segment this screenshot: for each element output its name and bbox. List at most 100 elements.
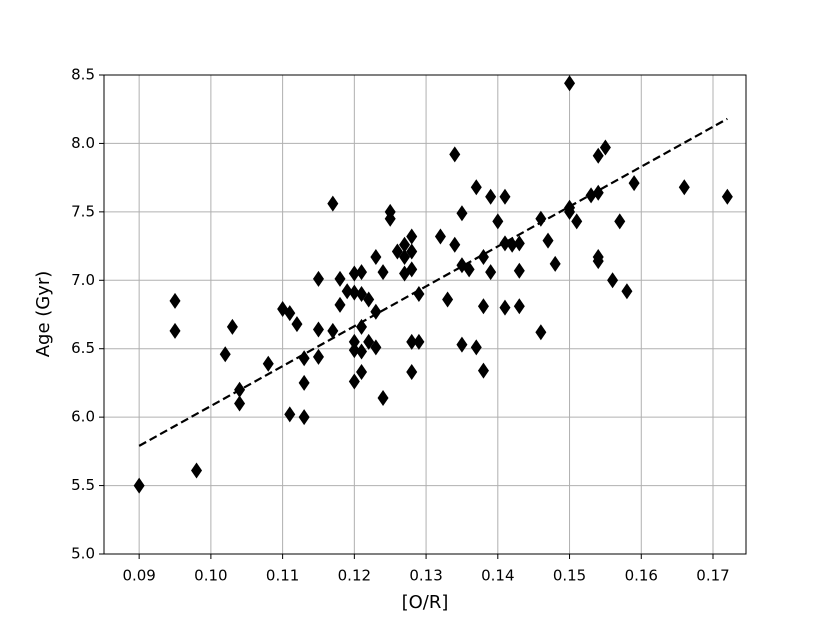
point [463, 261, 475, 278]
point [442, 291, 454, 308]
point [234, 395, 246, 412]
point [456, 336, 468, 353]
x-tick-label: 0.09 [122, 567, 155, 585]
point [513, 235, 525, 252]
point [348, 265, 360, 282]
point [298, 409, 310, 426]
point [356, 343, 368, 360]
point [291, 316, 303, 333]
x-tick-label: 0.10 [194, 567, 227, 585]
point [535, 210, 547, 227]
point [406, 333, 418, 350]
point [377, 264, 389, 281]
point [592, 253, 604, 270]
x-tick-label: 0.11 [266, 567, 299, 585]
point [678, 179, 690, 196]
point [363, 291, 375, 308]
point [564, 75, 576, 92]
point [356, 363, 368, 380]
point [485, 264, 497, 281]
point [492, 213, 504, 230]
point [621, 283, 633, 300]
point [406, 228, 418, 245]
y-tick-label: 7.5 [71, 202, 95, 220]
point [399, 236, 411, 253]
point [406, 363, 418, 380]
point [370, 303, 382, 320]
point [470, 339, 482, 356]
x-tick-label: 0.14 [481, 567, 514, 585]
point [377, 389, 389, 406]
point [406, 261, 418, 278]
point [226, 318, 238, 335]
point [499, 235, 511, 252]
point [449, 236, 461, 253]
point [456, 205, 468, 222]
y-tick-label: 8.0 [71, 134, 95, 152]
point [470, 179, 482, 196]
y-tick-label: 6.5 [71, 339, 95, 357]
point [592, 147, 604, 164]
point [348, 284, 360, 301]
point [312, 321, 324, 338]
point [614, 213, 626, 230]
point [571, 213, 583, 230]
point [499, 188, 511, 205]
point [434, 228, 446, 245]
point [169, 292, 181, 309]
point [219, 346, 231, 363]
point [348, 373, 360, 390]
y-tick-label: 7.0 [71, 271, 95, 289]
point [477, 362, 489, 379]
y-tick-label: 6.0 [71, 408, 95, 426]
x-tick-label: 0.16 [625, 567, 658, 585]
point [549, 255, 561, 272]
point [169, 322, 181, 339]
point [327, 195, 339, 212]
point [449, 146, 461, 163]
point [298, 374, 310, 391]
point [234, 381, 246, 398]
point [477, 249, 489, 266]
point [356, 318, 368, 335]
point [370, 339, 382, 356]
point [592, 184, 604, 201]
point [499, 299, 511, 316]
y-tick-label: 5.0 [71, 545, 95, 563]
point [133, 477, 145, 494]
point [477, 298, 489, 315]
point [413, 285, 425, 302]
point [312, 270, 324, 287]
point [485, 188, 497, 205]
point [506, 236, 518, 253]
point [513, 298, 525, 315]
point [312, 348, 324, 365]
point [334, 270, 346, 287]
trend-line [138, 117, 728, 447]
point [284, 305, 296, 322]
point [607, 272, 619, 289]
point [370, 249, 382, 266]
point [513, 262, 525, 279]
y-tick-label: 8.5 [71, 66, 95, 84]
x-tick-label: 0.15 [553, 567, 586, 585]
x-axis-label: [O/R] [402, 592, 449, 613]
point [298, 350, 310, 367]
point [599, 139, 611, 156]
point [413, 333, 425, 350]
point [406, 243, 418, 260]
point [384, 210, 396, 227]
point [334, 296, 346, 313]
point [341, 283, 353, 300]
x-tick-label: 0.12 [338, 567, 371, 585]
point [535, 324, 547, 341]
point [348, 333, 360, 350]
y-tick-label: 5.5 [71, 476, 95, 494]
point [191, 462, 203, 479]
point [348, 342, 360, 359]
x-tick-label: 0.13 [409, 567, 442, 585]
point [327, 322, 339, 339]
point [628, 175, 640, 192]
point [262, 355, 274, 372]
